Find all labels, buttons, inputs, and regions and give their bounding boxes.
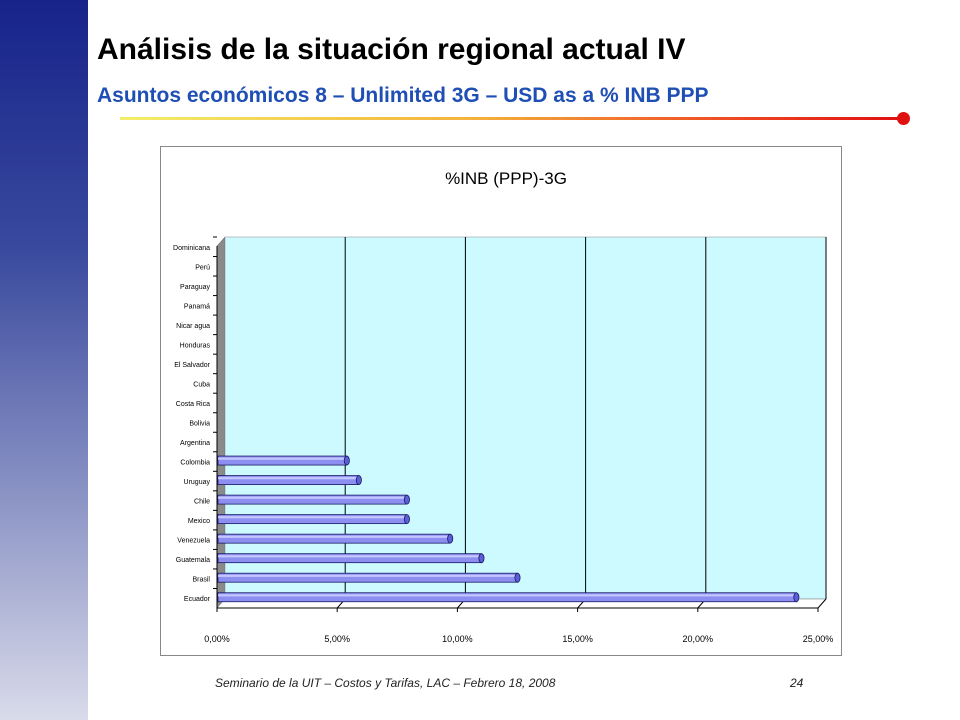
bar [217,572,518,583]
category-label: Argentina [180,440,210,447]
plot-area: 0,00% 5,00% 10,00% 15,00% 20,00% 25,00% Ecuado… [173,236,834,644]
category-label: Dominicana [173,245,210,252]
category-label: Venezuela [177,538,210,545]
footer-text: Seminario de la UIT – Costos y Tarifas, … [215,676,556,690]
bar-highlight [218,477,359,480]
plot-back-wall [224,236,827,600]
bar-end-cap [355,475,362,485]
x-tick-label: 10,00% [442,634,473,644]
chart-frame: %INB (PPP)-3G 0,00% 5,00% 10,00% 15,00% 20,0… [160,146,842,656]
category-label: Ecuador [184,596,211,603]
x-tick-label: 20,00% [683,634,714,644]
bar-highlight [218,594,797,597]
category-label: Panamá [184,303,210,310]
bar [217,553,482,564]
bar-highlight [218,516,407,519]
category-label: Cuba [193,381,210,388]
bar-highlight [218,535,451,538]
x-tick-label: 0,00% [204,634,230,644]
bar-end-cap [514,572,521,583]
bar-end-cap [793,592,800,603]
slide-title: Análisis de la situación regional actual… [97,33,686,66]
bar [217,592,797,603]
category-label: El Salvador [174,362,210,369]
category-label: Costa Rica [176,401,210,408]
category-label: Chile [194,499,210,506]
x-tick-label: 5,00% [324,634,350,644]
page-number: 24 [790,676,804,690]
category-label: Uruguay [184,479,211,486]
bar [217,475,360,485]
bar-end-cap [447,533,454,544]
category-label: Bolivia [189,421,210,428]
bar-chart: %INB (PPP)-3G 0,00% 5,00% 10,00% 15,00% 20,0… [173,169,834,644]
category-label: Nicar agua [176,323,210,330]
category-label: Colombia [180,460,210,467]
gridline-floor [817,598,827,609]
bar-end-cap [478,553,485,564]
title-underline [120,117,902,120]
category-label: Brasil [192,577,210,584]
bar-highlight [218,574,518,577]
category-label: Honduras [180,342,211,349]
bar-highlight [218,555,482,558]
bar-end-cap [403,514,410,525]
category-label: Mexico [188,518,210,525]
category-label: Paraguay [180,284,210,291]
bar [217,494,408,505]
slide-subtitle: Asuntos económicos 8 – Unlimited 3G – US… [97,84,709,107]
chart-title: %INB (PPP)-3G [445,169,567,188]
category-label: Guatemala [176,557,210,564]
bar-end-cap [343,455,350,466]
bar [217,514,408,525]
bar-end-cap [403,494,410,505]
x-tick-label: 15,00% [562,634,593,644]
category-label: Perú [195,264,210,271]
bar [217,533,451,544]
side-gradient-band [0,0,88,720]
bar-highlight [218,496,407,499]
title-underline-dot [897,112,910,125]
bar-highlight [218,457,347,460]
plot-side-wall [216,236,226,609]
bar [217,455,348,466]
x-tick-label: 25,00% [803,634,834,644]
